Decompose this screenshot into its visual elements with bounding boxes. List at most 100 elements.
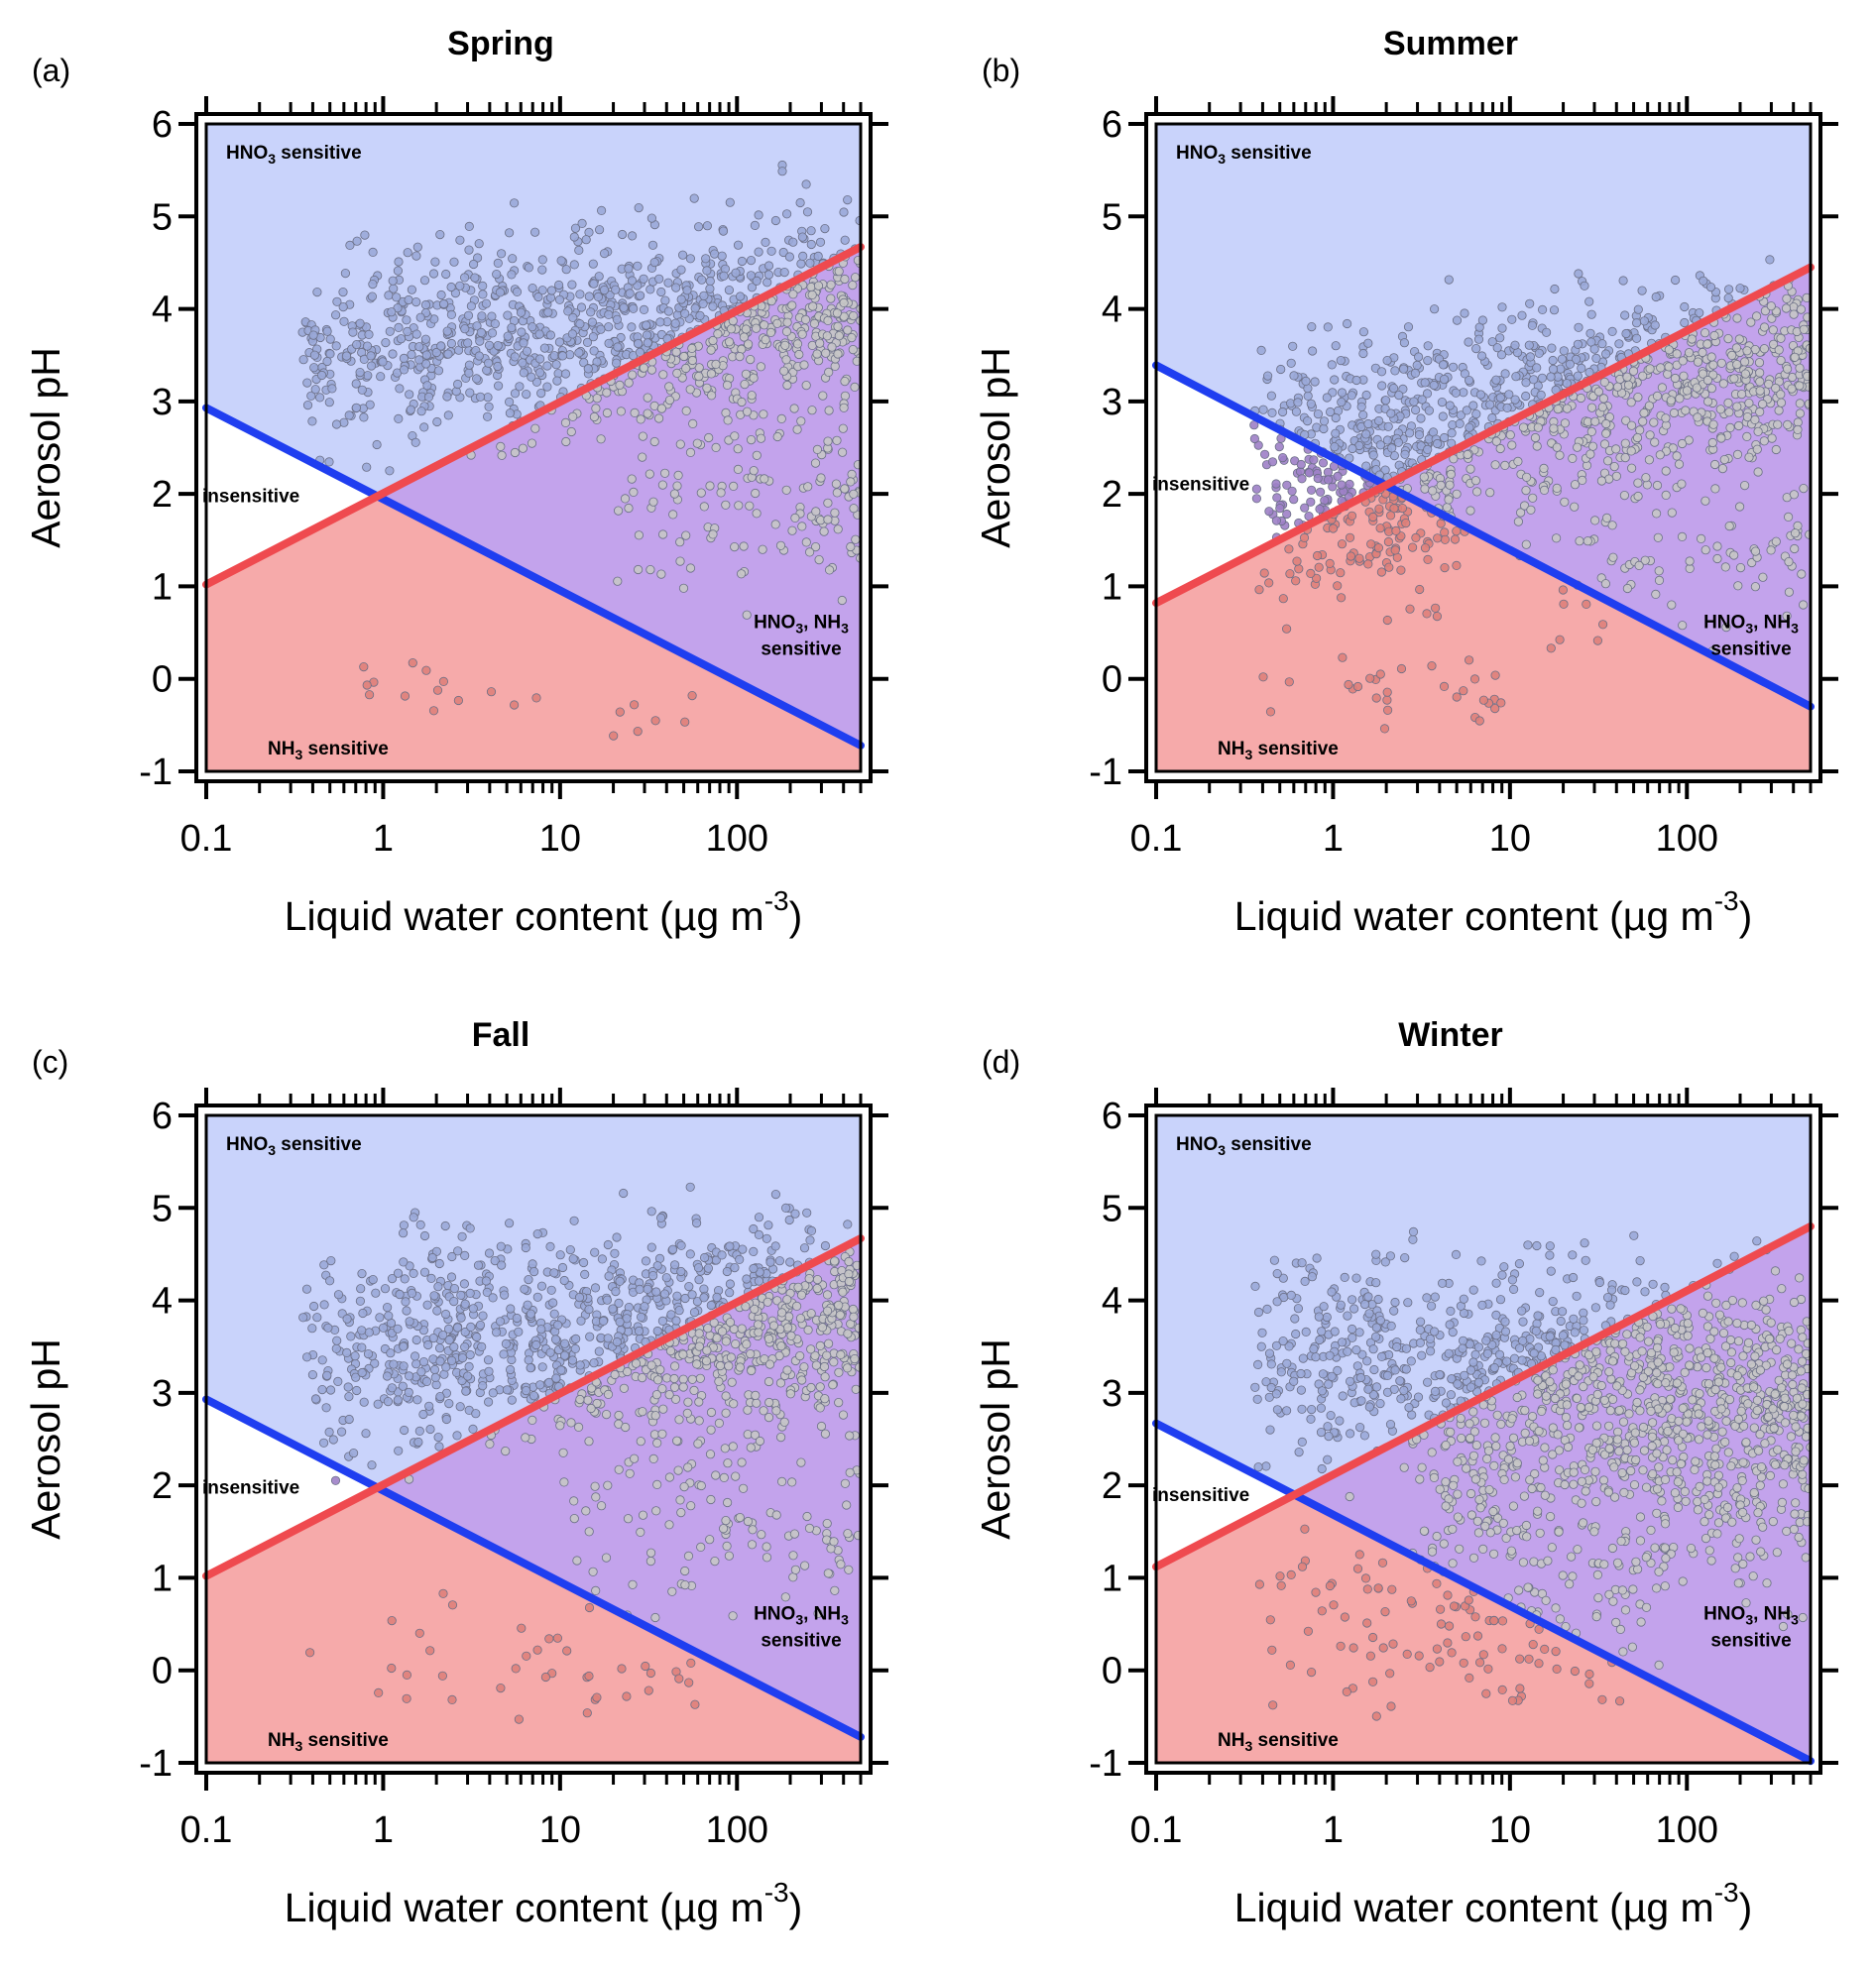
scatter-point	[706, 1494, 716, 1505]
scatter-point	[443, 349, 453, 359]
scatter-point	[506, 1304, 516, 1314]
scatter-point	[496, 441, 506, 451]
scatter-point	[1358, 348, 1368, 359]
scatter-point	[747, 283, 758, 292]
scatter-point	[629, 487, 639, 497]
scatter-point	[797, 232, 808, 242]
scatter-point	[1436, 480, 1446, 490]
scatter-point	[763, 1376, 774, 1387]
scatter-point	[1605, 1300, 1615, 1310]
scatter-point	[505, 1364, 516, 1375]
scatter-point	[399, 1425, 410, 1436]
y-axis-label: Aerosol pH	[23, 1338, 68, 1540]
scatter-point	[363, 371, 373, 381]
scatter-point	[682, 1408, 692, 1418]
scatter-point	[1456, 1413, 1466, 1424]
scatter-point	[741, 1302, 751, 1312]
scatter-point	[568, 312, 578, 322]
scatter-point	[613, 342, 623, 352]
scatter-point	[1340, 1272, 1349, 1282]
scatter-point	[717, 251, 727, 261]
scatter-point	[452, 1431, 462, 1441]
scatter-point	[774, 1256, 785, 1266]
scatter-point	[834, 331, 844, 341]
scatter-point	[1640, 555, 1650, 565]
scatter-point	[1723, 333, 1733, 344]
scatter-point	[1580, 281, 1589, 290]
scatter-point	[452, 379, 463, 390]
scatter-point	[464, 368, 474, 378]
scatter-point	[649, 436, 659, 447]
scatter-point	[1681, 406, 1691, 415]
scatter-point	[788, 237, 798, 247]
scatter-point	[1469, 674, 1480, 684]
scatter-point	[533, 291, 543, 302]
scatter-point	[534, 329, 544, 339]
scatter-point	[1251, 484, 1261, 494]
scatter-point	[1734, 502, 1745, 512]
scatter-point	[839, 207, 849, 217]
scatter-point	[1489, 1460, 1499, 1470]
scatter-point	[1430, 603, 1441, 613]
x-tick-label: 100	[1656, 818, 1718, 860]
scatter-point	[1500, 369, 1510, 379]
scatter-point	[1297, 1404, 1307, 1414]
scatter-point	[357, 1268, 367, 1279]
scatter-point	[1622, 372, 1632, 382]
scatter-point	[325, 349, 335, 359]
scatter-point	[481, 1276, 491, 1286]
scatter-point	[1729, 374, 1739, 384]
scatter-point	[325, 334, 335, 344]
scatter-point	[815, 1382, 825, 1392]
y-tick-label: 6	[1102, 104, 1122, 146]
y-tick-label: 5	[1102, 196, 1122, 238]
scatter-point	[351, 1372, 361, 1382]
scatter-point	[1272, 1268, 1282, 1279]
scatter-point	[1426, 1301, 1437, 1311]
scatter-point	[438, 676, 448, 687]
scatter-point	[567, 280, 577, 290]
scatter-point	[1446, 1306, 1456, 1316]
scatter-point	[722, 1497, 733, 1508]
scatter-point	[569, 1496, 579, 1506]
scatter-point	[444, 1335, 454, 1345]
scatter-point	[1572, 1291, 1582, 1301]
scatter-point	[1721, 1416, 1731, 1426]
scatter-point	[1390, 1365, 1400, 1375]
scatter-point	[1352, 681, 1363, 692]
scatter-point	[1317, 1386, 1327, 1396]
scatter-point	[546, 1285, 556, 1295]
scatter-point	[1558, 585, 1569, 595]
scatter-point	[1679, 371, 1689, 381]
scatter-point	[307, 1369, 317, 1380]
scatter-point	[351, 403, 361, 412]
scatter-point	[1682, 1417, 1692, 1427]
scatter-point	[1444, 275, 1454, 285]
scatter-point	[741, 324, 752, 334]
panel-title: Fall	[472, 1016, 530, 1054]
scatter-point	[1641, 1482, 1652, 1492]
scatter-point	[1303, 391, 1313, 401]
scatter-point	[727, 1377, 737, 1387]
label-insensitive: insensitive	[1152, 474, 1249, 495]
scatter-point	[561, 436, 571, 447]
scatter-point	[1712, 541, 1722, 551]
scatter-point	[1532, 363, 1542, 373]
y-tick-label: 6	[152, 104, 173, 146]
scatter-point	[1400, 1252, 1410, 1263]
scatter-point	[686, 1501, 696, 1511]
scatter-point	[1281, 624, 1292, 634]
scatter-point	[1776, 355, 1786, 366]
scatter-point	[463, 1371, 473, 1381]
scatter-point	[705, 284, 715, 293]
scatter-point	[364, 329, 374, 339]
scatter-point	[407, 1288, 417, 1298]
scatter-point	[1429, 304, 1440, 314]
scatter-point	[659, 1289, 670, 1299]
scatter-point	[438, 298, 449, 309]
scatter-point	[362, 341, 373, 351]
scatter-point	[393, 1395, 403, 1405]
scatter-point	[1766, 545, 1776, 555]
scatter-point	[797, 522, 807, 531]
scatter-point	[1331, 428, 1341, 438]
